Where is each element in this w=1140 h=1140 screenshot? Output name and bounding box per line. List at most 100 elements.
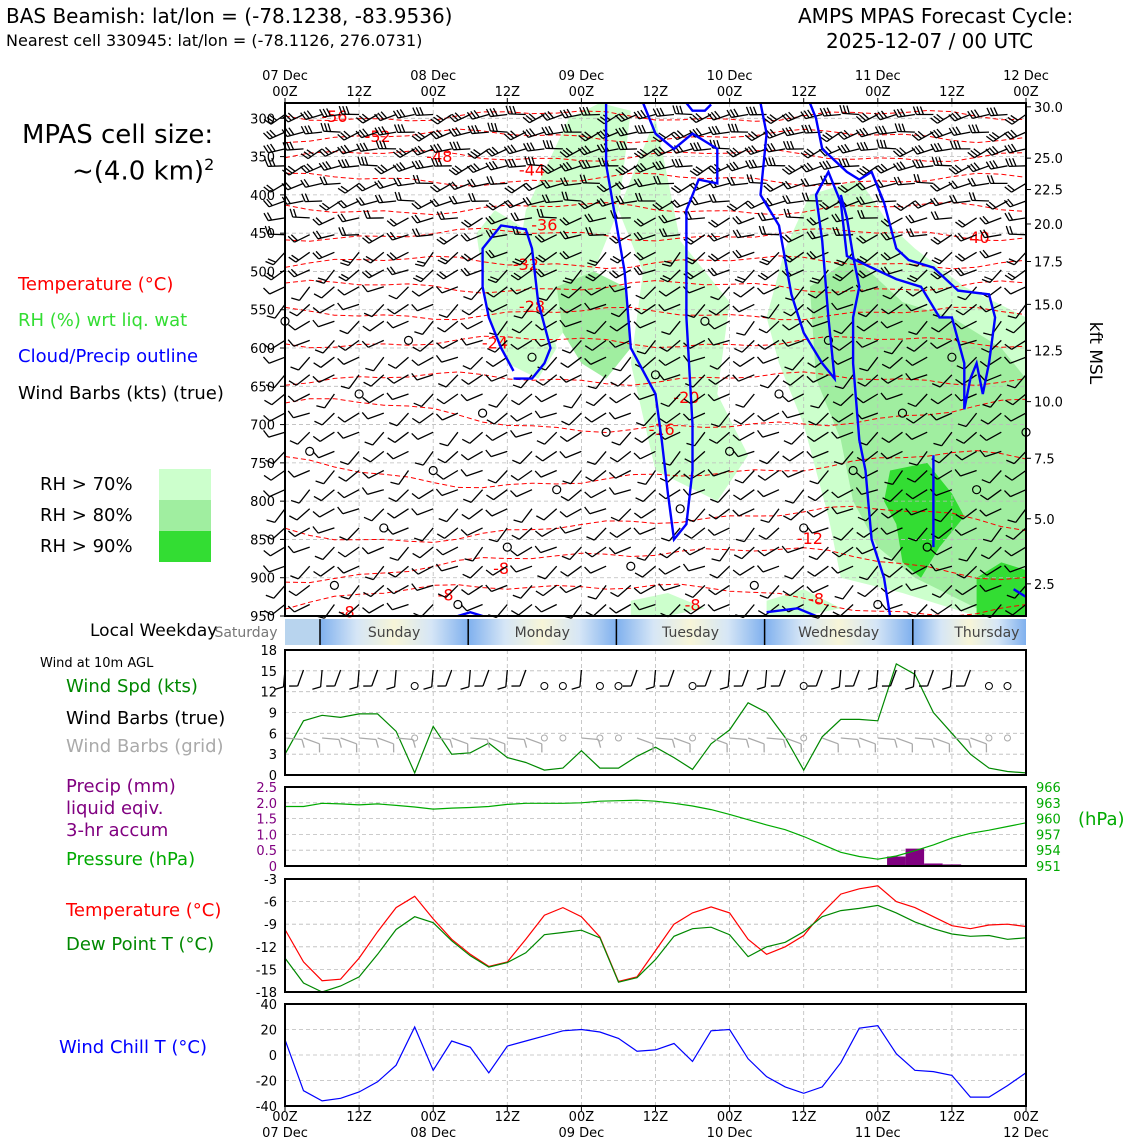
barb-flag xyxy=(766,183,774,191)
barb-staff xyxy=(1013,450,1027,465)
barb-flag xyxy=(597,157,603,167)
barb-flag xyxy=(930,238,939,245)
wind-barb xyxy=(633,392,656,401)
wind-barb xyxy=(893,200,916,212)
barb-flag xyxy=(658,583,665,591)
barb-flag xyxy=(561,349,571,354)
barb-flag xyxy=(462,573,471,579)
barb-flag xyxy=(513,519,522,524)
barb-flag xyxy=(696,142,702,151)
wind-barb xyxy=(411,200,434,210)
wind-barb xyxy=(263,212,286,222)
bottom-time-hour: 12Z xyxy=(791,1110,817,1125)
wind-barb xyxy=(660,393,681,408)
barb-flag xyxy=(981,278,991,284)
wind-barb xyxy=(968,192,990,202)
barb-flag xyxy=(414,201,422,208)
barb-staff xyxy=(491,303,508,313)
barb-flag xyxy=(980,494,988,501)
barb-flag xyxy=(460,529,468,536)
barb-staff xyxy=(447,431,459,447)
wind-barb xyxy=(510,412,533,422)
barb-flag xyxy=(955,438,965,444)
wind-barb xyxy=(911,130,934,141)
barb-flag xyxy=(382,140,387,149)
barb-flag xyxy=(819,161,825,170)
barb-flag xyxy=(662,275,671,280)
barb-flag xyxy=(411,215,418,224)
barb-staff xyxy=(322,737,340,741)
barb-flag xyxy=(340,132,348,139)
barb-staff xyxy=(738,374,755,382)
barb-flag xyxy=(585,401,594,407)
wind-barb xyxy=(658,214,681,224)
barb-flag xyxy=(596,185,605,193)
pressure-ytick-label: 951 xyxy=(1036,860,1061,875)
barb-flag xyxy=(612,270,620,277)
barb-staff xyxy=(838,546,854,558)
barb-flag xyxy=(312,375,320,383)
wind-barb xyxy=(430,157,452,167)
barb-flag xyxy=(845,158,850,167)
barb-flag xyxy=(635,497,644,503)
barb-flag xyxy=(584,289,592,296)
wind-barb xyxy=(300,163,323,174)
barb-staff xyxy=(877,737,895,741)
barb-staff xyxy=(790,508,805,521)
barb-flag xyxy=(448,115,456,123)
wind-barb xyxy=(633,584,656,595)
barb-flag xyxy=(659,552,668,559)
wind-barb xyxy=(485,146,508,157)
barb-staff xyxy=(960,339,977,346)
barb-staff xyxy=(763,286,780,295)
barb-flag xyxy=(586,460,596,466)
barb-flag xyxy=(537,234,546,242)
barb-flag xyxy=(473,149,481,156)
barb-flag xyxy=(735,249,743,258)
temperature-contour xyxy=(284,227,1027,242)
wind-barb xyxy=(584,286,607,296)
barb-flag xyxy=(905,432,913,440)
wind-barb xyxy=(287,545,310,554)
barb-flag xyxy=(750,131,759,138)
barb-flag xyxy=(857,381,866,387)
wind-barb xyxy=(808,412,829,426)
pressure-ytick-label: 957 xyxy=(1036,828,1061,843)
barb-flag xyxy=(374,127,380,136)
barb-flag xyxy=(579,106,584,116)
barb-staff xyxy=(861,412,879,420)
barb-staff xyxy=(668,527,681,542)
barb-flag xyxy=(303,164,311,172)
wind-barb xyxy=(831,565,854,574)
barb-staff xyxy=(571,393,582,409)
barb-flag xyxy=(811,277,821,282)
wind-barb xyxy=(757,430,780,438)
barb-flag xyxy=(751,145,758,153)
barb-staff xyxy=(346,527,360,541)
barb-flag xyxy=(875,193,880,203)
barb-flag xyxy=(265,459,274,465)
wind-barb xyxy=(318,161,341,171)
wind-barb xyxy=(462,565,484,579)
barb-flag xyxy=(636,231,644,240)
barb-staff xyxy=(961,251,977,262)
wind-barb xyxy=(337,199,360,209)
wind-barb xyxy=(486,489,508,501)
barb-flag xyxy=(455,127,462,135)
xs-ytick-label: 650 xyxy=(250,380,275,395)
temperature-contour-label: -8 xyxy=(339,602,355,621)
temperature-contour xyxy=(284,371,1027,386)
barb-flag xyxy=(841,158,847,167)
barb-staff xyxy=(296,508,311,521)
wind-barb xyxy=(535,584,558,597)
wind-barb xyxy=(289,208,310,219)
barb-flag xyxy=(485,584,492,592)
barb-flag xyxy=(544,112,551,120)
barb-flag xyxy=(708,378,716,385)
calm-circle xyxy=(799,682,808,690)
barb-flag xyxy=(489,108,495,117)
wind-barb xyxy=(658,303,681,312)
barb-flag xyxy=(858,576,868,581)
wind-barb-true xyxy=(571,669,583,690)
weekday-label-tuesday: Tuesday xyxy=(661,625,719,641)
